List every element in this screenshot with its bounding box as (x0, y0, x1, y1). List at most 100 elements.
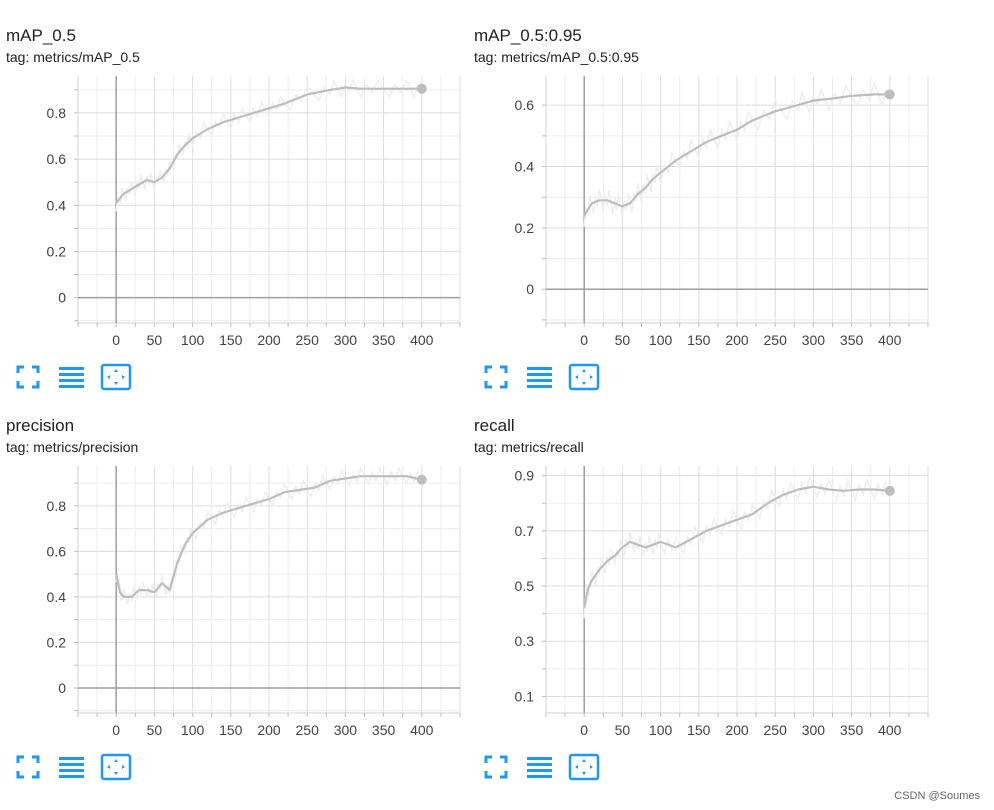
y-tick-label: 0.1 (515, 688, 535, 704)
x-tick-label: 200 (257, 332, 281, 348)
fit-domain-button[interactable] (100, 363, 134, 391)
x-tick-label: 400 (878, 332, 902, 348)
x-tick-label: 200 (725, 722, 749, 738)
toggle-data-button[interactable] (58, 363, 92, 391)
raw-series-line (583, 81, 887, 227)
fit-domain-icon (100, 753, 132, 781)
y-tick-label: 0.2 (47, 243, 67, 259)
y-tick-label: 0 (58, 290, 66, 306)
y-tick-label: 0 (58, 680, 66, 696)
x-tick-label: 150 (687, 722, 711, 738)
line-chart[interactable]: 0 50 100 150 200 250 300 350 400 0.1 0.3 0.5 0.7 0.9 (468, 466, 938, 738)
fullscreen-button[interactable] (482, 363, 516, 391)
expand-icon (16, 365, 40, 389)
x-tick-label: 100 (181, 722, 205, 738)
y-tick-label: 0 (526, 281, 534, 297)
y-tick-label: 0.4 (47, 197, 67, 213)
y-tick-label: 0.7 (515, 523, 535, 539)
x-tick-label: 150 (219, 722, 243, 738)
expand-icon (484, 755, 508, 779)
line-chart[interactable]: 0 50 100 150 200 250 300 350 400 0 0.2 0.4 0.6 0.8 (0, 76, 470, 348)
x-tick-label: 350 (840, 332, 864, 348)
x-tick-label: 250 (296, 722, 320, 738)
watermark: CSDN @Soumes (894, 790, 980, 802)
data-table-icon (527, 367, 552, 388)
x-tick-label: 250 (296, 332, 320, 348)
y-tick-label: 0.6 (47, 151, 67, 167)
y-tick-label: 0.2 (47, 634, 67, 650)
chart-card-recall: recall tag: metrics/recall 0 50 100 150 200 2… (468, 390, 938, 781)
chart-title: precision (6, 416, 75, 435)
chart-tag: tag: metrics/precision (6, 439, 139, 455)
chart-tag: tag: metrics/mAP_0.5 (6, 49, 140, 65)
fit-domain-button[interactable] (100, 753, 134, 781)
toggle-data-button[interactable] (526, 363, 560, 391)
data-table-icon (59, 367, 84, 388)
x-tick-label: 150 (687, 332, 711, 348)
x-tick-label: 150 (219, 332, 243, 348)
y-tick-label: 0.8 (47, 498, 67, 514)
data-table-icon (527, 757, 552, 778)
raw-series-line (115, 77, 419, 212)
series-line (583, 93, 890, 217)
x-tick-label: 100 (649, 722, 673, 738)
last-point-marker (416, 83, 427, 94)
x-tick-label: 300 (802, 722, 826, 738)
toggle-data-button[interactable] (58, 753, 92, 781)
expand-icon (484, 365, 508, 389)
fit-domain-icon (568, 363, 600, 391)
y-tick-label: 0.4 (515, 159, 535, 175)
fullscreen-button[interactable] (14, 753, 48, 781)
x-tick-label: 0 (580, 722, 588, 738)
raw-series-line (583, 475, 887, 619)
x-tick-label: 350 (372, 332, 396, 348)
chart-card-map50: mAP_0.5 tag: metrics/mAP_0.5 0 50 100 150 20… (0, 0, 470, 391)
fit-domain-button[interactable] (568, 363, 602, 391)
y-tick-label: 0.4 (47, 589, 67, 605)
y-tick-label: 0.6 (515, 97, 535, 113)
x-tick-label: 0 (580, 332, 588, 348)
line-chart[interactable]: 0 50 100 150 200 250 300 350 400 0 0.2 0.4 0.6 (468, 76, 938, 348)
x-tick-label: 250 (764, 722, 788, 738)
y-tick-label: 0.5 (515, 578, 535, 594)
series-line (583, 485, 890, 609)
x-tick-label: 50 (147, 722, 163, 738)
x-tick-label: 0 (112, 332, 120, 348)
chart-tag: tag: metrics/recall (474, 439, 584, 455)
x-tick-label: 350 (840, 722, 864, 738)
x-tick-label: 200 (257, 722, 281, 738)
last-point-marker (884, 485, 895, 496)
fullscreen-button[interactable] (14, 363, 48, 391)
x-tick-label: 50 (615, 332, 631, 348)
data-table-icon (59, 757, 84, 778)
x-tick-label: 400 (410, 722, 434, 738)
x-tick-label: 350 (372, 722, 396, 738)
x-tick-label: 200 (725, 332, 749, 348)
last-point-marker (416, 474, 427, 485)
x-tick-label: 400 (410, 332, 434, 348)
x-tick-label: 400 (878, 722, 902, 738)
y-tick-label: 0.6 (47, 543, 67, 559)
x-tick-label: 100 (649, 332, 673, 348)
x-tick-label: 300 (334, 722, 358, 738)
x-tick-label: 300 (334, 332, 358, 348)
line-chart[interactable]: 0 50 100 150 200 250 300 350 400 0 0.2 0.4 0.6 0.8 (0, 465, 470, 738)
fit-domain-button[interactable] (568, 753, 602, 781)
fit-domain-icon (568, 753, 600, 781)
fullscreen-button[interactable] (482, 753, 516, 781)
chart-title: recall (474, 416, 515, 435)
chart-title: mAP_0.5 (6, 26, 76, 45)
chart-card-precision: precision tag: metrics/precision 0 50 100 1… (0, 390, 470, 781)
x-tick-label: 300 (802, 332, 826, 348)
chart-tag: tag: metrics/mAP_0.5:0.95 (474, 49, 639, 65)
series-line (115, 475, 423, 598)
expand-icon (16, 755, 40, 779)
series-line (115, 86, 422, 204)
y-tick-label: 0.3 (515, 633, 535, 649)
y-tick-label: 0.9 (515, 468, 535, 484)
x-tick-label: 100 (181, 332, 205, 348)
x-tick-label: 0 (112, 722, 120, 738)
toggle-data-button[interactable] (526, 753, 560, 781)
x-tick-label: 250 (764, 332, 788, 348)
fit-domain-icon (100, 363, 132, 391)
